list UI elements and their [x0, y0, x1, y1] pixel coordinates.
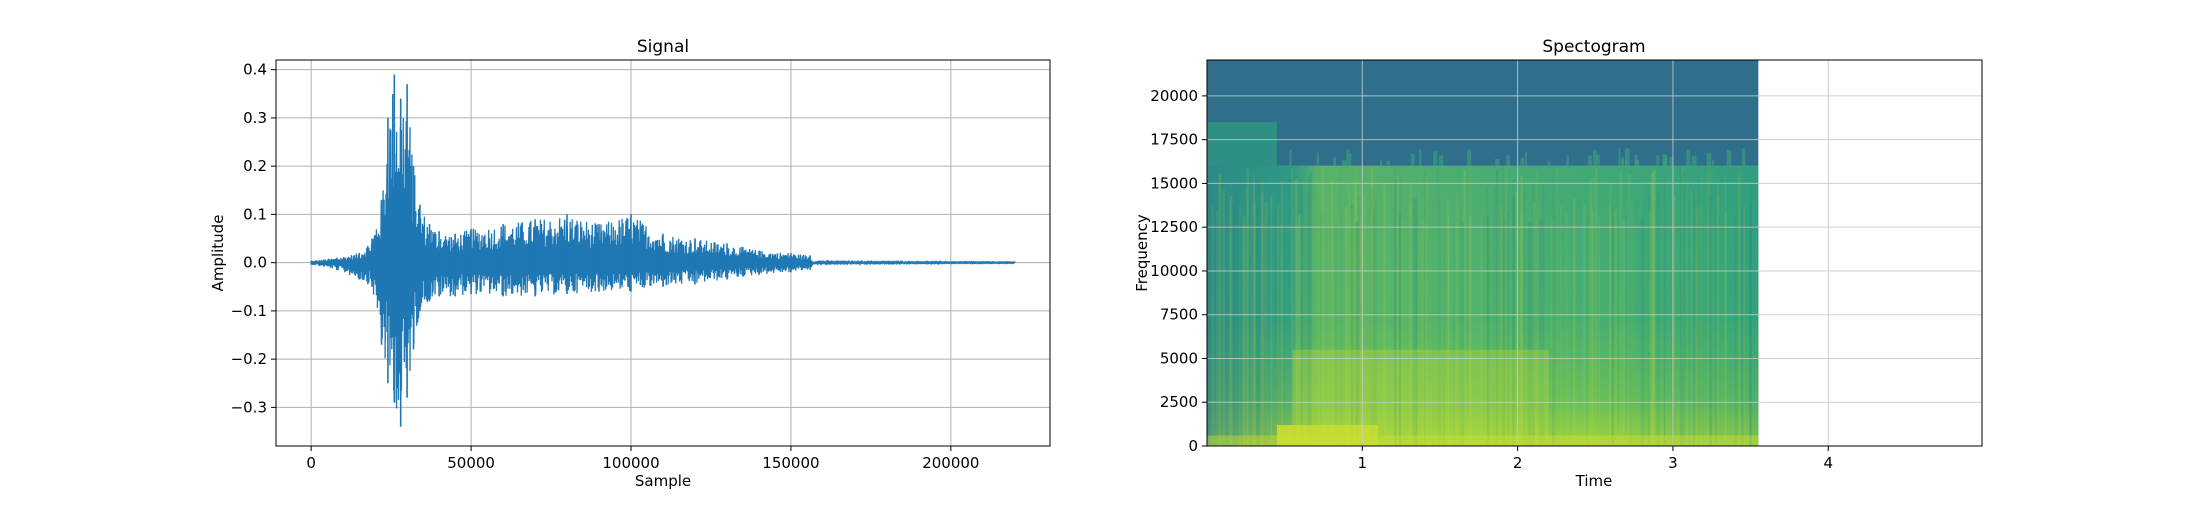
spectrogram-title: Spectogram [1542, 37, 1645, 57]
spectrogram-speckle [1691, 155, 1697, 166]
signal-x-tick-label: 50000 [447, 454, 495, 472]
spectrogram-speckle [1741, 148, 1746, 166]
spectrogram-speckle [1621, 156, 1625, 166]
spectrogram-speckle [1289, 149, 1292, 166]
spectrogram-speckle [1634, 159, 1640, 166]
spectrogram-speckle [1419, 148, 1422, 166]
spectrogram-x-tick-label: 4 [1823, 454, 1833, 472]
spectrogram-speckle [1595, 154, 1600, 166]
signal-axes-frame [275, 59, 1051, 447]
signal-plot-area [310, 74, 1016, 427]
spectrogram-x-ticks: 1 2 3 4 [1358, 446, 1833, 472]
spectrogram-speckle [1566, 155, 1569, 166]
spectrogram-speckle [1386, 161, 1391, 166]
spectrogram-plot-area [1207, 60, 1759, 446]
spectrogram-y-tick-label: 0 [1188, 437, 1198, 455]
signal-x-tick-label: 0 [306, 454, 316, 472]
signal-peak-strokes [310, 74, 1016, 427]
spectrogram-x-tick-label: 2 [1513, 454, 1523, 472]
spectrogram-speckle [1316, 152, 1320, 166]
spectrogram-speckle [1587, 155, 1593, 166]
spectrogram-y-tick-label: 15000 [1150, 174, 1198, 192]
spectrogram-low-peak [1276, 424, 1378, 446]
signal-x-tick-label: 100000 [602, 454, 659, 472]
spectrogram-y-tick-label: 2500 [1160, 393, 1198, 411]
spectrogram-y-tick-label: 12500 [1150, 218, 1198, 236]
spectrogram-y-label: Frequency [1133, 214, 1151, 292]
spectrogram-speckle [1341, 160, 1347, 166]
spectrogram-speckle [1592, 150, 1597, 166]
signal-y-tick-label: 0.4 [243, 61, 267, 79]
spectrogram-x-label: Time [1575, 472, 1613, 490]
spectrogram-baseline-band [1207, 435, 1759, 446]
spectrogram-y-tick-label: 10000 [1150, 262, 1198, 280]
signal-y-label: Amplitude [209, 215, 227, 292]
signal-chart: Signal 0 50000 100000 150000 200000 −0.3 −0.2… [209, 37, 1051, 490]
signal-y-tick-label: −0.3 [231, 398, 267, 416]
spectrogram-speckle [1495, 158, 1500, 166]
spectrogram-speckle [1656, 154, 1660, 166]
signal-x-tick-label: 150000 [762, 454, 819, 472]
spectrogram-speckle [1547, 161, 1551, 166]
spectrogram-speckle [1525, 151, 1528, 166]
spectrogram-speckle [1706, 152, 1712, 166]
spectrogram-low-glow [1292, 349, 1549, 446]
spectrogram-speckle [1467, 149, 1472, 166]
spectrogram-speckle [1726, 149, 1732, 166]
spectrogram-speckle [1686, 149, 1691, 166]
spectrogram-x-tick-label: 3 [1668, 454, 1678, 472]
spectrogram-speckle [1669, 156, 1674, 166]
spectrogram-y-tick-label: 20000 [1150, 87, 1198, 105]
spectrogram-chart: Spectogram 1 2 3 4 0 2500 5000 7500 10000 12500 1… [1133, 37, 1983, 490]
spectrogram-speckle [1664, 154, 1668, 166]
spectrogram-y-ticks: 0 2500 5000 7500 10000 12500 15000 17500 20000 [1150, 87, 1207, 455]
signal-y-tick-label: −0.1 [231, 302, 267, 320]
spectrogram-speckle [1624, 160, 1628, 166]
spectrogram-y-tick-label: 5000 [1160, 349, 1198, 367]
spectrogram-speckle [1349, 152, 1352, 166]
signal-y-tick-label: −0.2 [231, 350, 267, 368]
spectrogram-speckle [1333, 156, 1337, 166]
spectrogram-body-shading [1207, 165, 1759, 446]
spectrogram-speckle [1346, 149, 1350, 166]
signal-x-ticks: 0 50000 100000 150000 200000 [306, 446, 979, 472]
spectrogram-high-band [1207, 60, 1759, 166]
spectrogram-speckle [1618, 148, 1621, 166]
signal-y-tick-label: 0.1 [243, 205, 267, 223]
signal-y-tick-label: 0.3 [243, 109, 267, 127]
spectrogram-speckle [1624, 148, 1630, 166]
spectrogram-y-tick-label: 17500 [1150, 131, 1198, 149]
signal-title: Signal [637, 37, 689, 57]
signal-x-label: Sample [635, 472, 691, 490]
signal-y-tick-label: 0.2 [243, 157, 267, 175]
spectrogram-early-band [1207, 122, 1277, 166]
spectrogram-speckle [1506, 155, 1510, 166]
spectrogram-speckle [1438, 155, 1444, 166]
spectrogram-speckle [1379, 160, 1383, 166]
signal-y-tick-label: 0.0 [243, 254, 267, 272]
signal-x-tick-label: 200000 [922, 454, 979, 472]
spectrogram-speckle [1712, 159, 1715, 166]
spectrogram-speckle [1410, 153, 1415, 166]
spectrogram-speckle [1520, 157, 1525, 166]
signal-y-ticks: −0.3 −0.2 −0.1 0.0 0.1 0.2 0.3 0.4 [231, 61, 276, 416]
spectrogram-x-tick-label: 1 [1358, 454, 1368, 472]
spectrogram-axes-frame [1206, 59, 1983, 447]
spectrogram-y-tick-label: 7500 [1160, 306, 1198, 324]
spectrogram-speckle [1433, 151, 1438, 166]
